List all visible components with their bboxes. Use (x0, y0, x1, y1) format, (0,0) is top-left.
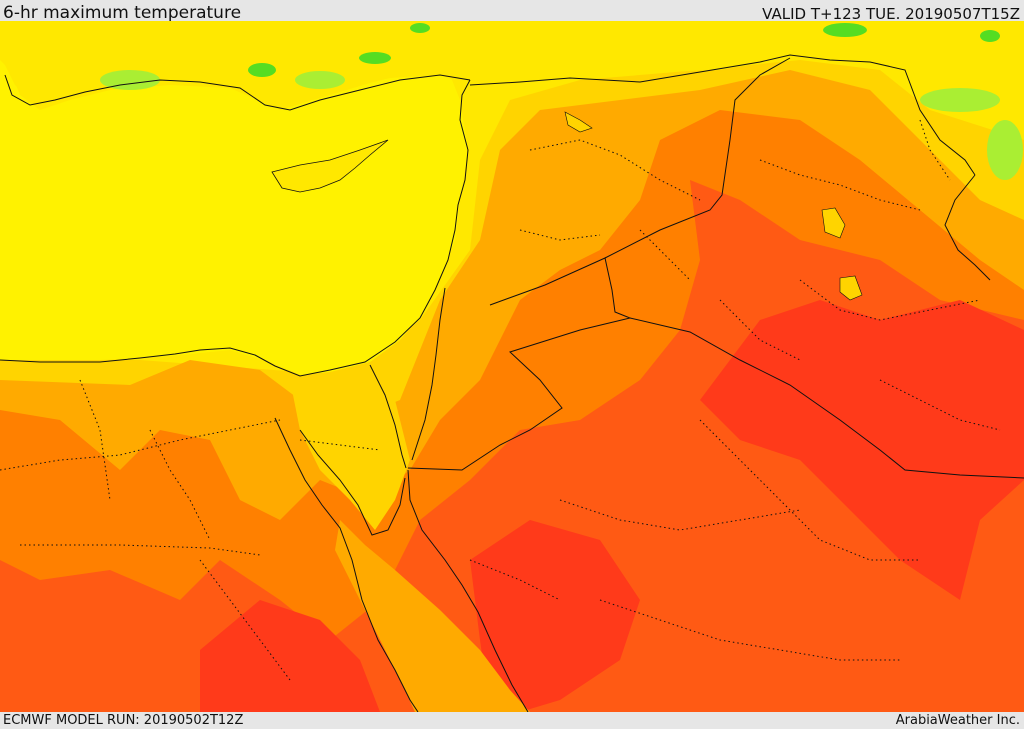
temperature-map[interactable] (0, 21, 1024, 712)
green-patch (295, 71, 345, 89)
coastline-gulf-suez (299, 429, 406, 536)
sinai-gold (290, 365, 410, 530)
cyprus-island (271, 139, 389, 193)
coastline-north (4, 74, 471, 111)
red-zone-east (700, 300, 1024, 600)
header-bar: 6-hr maximum temperature VALID T+123 TUE… (0, 0, 1024, 23)
green-patch (410, 23, 430, 33)
red-sea (335, 520, 530, 712)
green-patch (987, 120, 1023, 180)
border-iran-iraq (944, 174, 991, 281)
border-turkey-syria (469, 54, 976, 176)
lake-habbaniyah (839, 275, 863, 301)
border-iraq-syria (604, 57, 791, 259)
green-patch (248, 63, 276, 77)
border-israel-jordan (411, 287, 446, 461)
border-egypt-israel (369, 364, 407, 469)
green-patch (823, 23, 867, 37)
green-patch (980, 30, 1000, 42)
red-zone-south (200, 600, 380, 712)
border-saudi-iraq (629, 317, 1024, 479)
green-patch (359, 52, 391, 64)
valid-time: VALID T+123 TUE. 20190507T15Z (762, 5, 1020, 23)
credit-text: ArabiaWeather Inc. (895, 713, 1020, 728)
red-zone-arabia (470, 520, 640, 712)
red-orange-zone (0, 180, 1024, 712)
lake-tharthar (821, 207, 846, 239)
border-jordan (407, 257, 632, 471)
model-run: ECMWF MODEL RUN: 20190502T12Z (3, 713, 244, 728)
green-patch (100, 70, 160, 90)
coastline-mediterranean (0, 79, 471, 377)
internal-boundaries (0, 119, 1001, 681)
turkey-land (0, 21, 1024, 105)
map-canvas (0, 21, 1024, 712)
footer-bar: ECMWF MODEL RUN: 20190502T12Z ArabiaWeat… (0, 712, 1024, 729)
green-patch (920, 88, 1000, 112)
mediterranean-sea (0, 21, 468, 375)
lake-assad (564, 111, 593, 133)
map-title: 6-hr maximum temperature (3, 3, 242, 23)
coastline-red-sea-east (407, 469, 529, 712)
coastline-red-sea-west (274, 417, 419, 712)
